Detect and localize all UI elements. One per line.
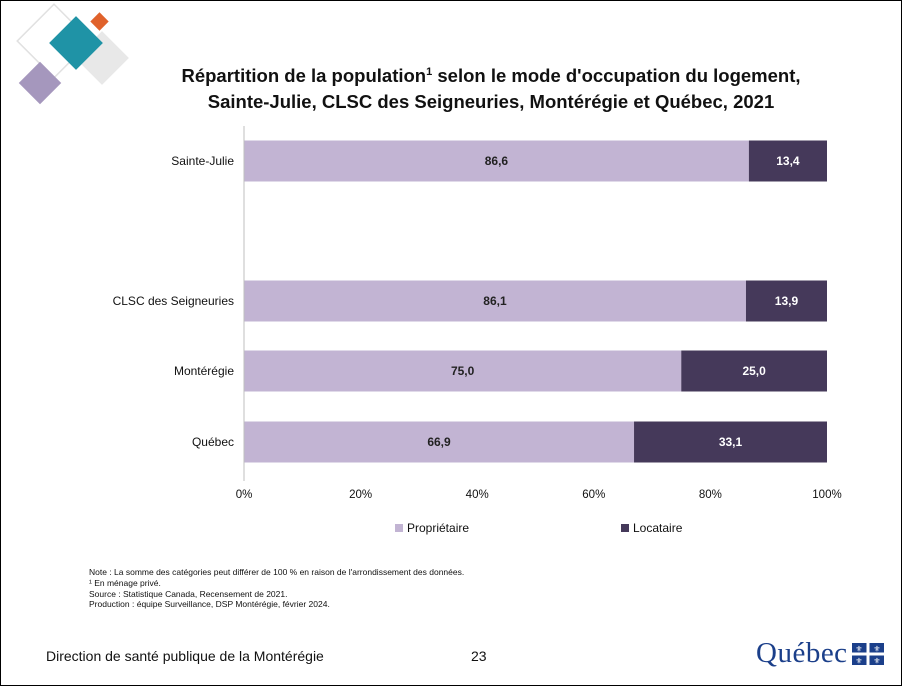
legend-item-locataire: Locataire <box>621 521 682 535</box>
legend-swatch-proprietaire <box>395 524 403 532</box>
chart-title-text-a: Répartition de la population <box>181 65 427 87</box>
note-footnote: ¹ En ménage privé. <box>89 577 161 588</box>
legend-label-locataire: Locataire <box>633 521 683 535</box>
data-label-proprietaire-1: 86,1 <box>483 294 507 308</box>
x-tick-label-0: 0% <box>236 489 253 501</box>
x-tick-label-3: 60% <box>582 489 605 501</box>
legend-label-proprietaire: Propriétaire <box>407 521 470 535</box>
chart-title: Répartition de la population1 selon le m… <box>121 59 861 115</box>
legend-swatch-locataire <box>621 524 629 532</box>
page-number: 23 <box>471 648 487 664</box>
quebec-wordmark: Québec <box>756 637 848 669</box>
chart-title-line1: Répartition de la population1 selon le m… <box>121 59 861 89</box>
bar-locataire-2 <box>681 350 827 392</box>
svg-text:⚜: ⚜ <box>855 656 862 665</box>
data-label-proprietaire-2: 75,0 <box>451 364 475 378</box>
data-label-proprietaire-0: 86,6 <box>485 154 509 168</box>
chart-title-line2: Sainte-Julie, CLSC des Seigneuries, Mont… <box>207 91 775 113</box>
bar-locataire-1 <box>745 280 827 322</box>
svg-text:⚜: ⚜ <box>855 644 862 653</box>
quebec-logo: Québec ⚜ ⚜ ⚜ ⚜ <box>756 637 884 670</box>
legend-item-proprietaire: Propriétaire <box>395 521 469 535</box>
data-label-locataire-1: 13,9 <box>775 294 799 308</box>
quebec-flag-icon: ⚜ ⚜ ⚜ ⚜ <box>851 642 884 665</box>
footer-organization: Direction de santé publique de la Montér… <box>46 648 324 664</box>
deco-diamond-orange <box>90 12 109 31</box>
x-tick-label-1: 20% <box>349 489 372 501</box>
chart-title-footnote-mark: 1 <box>426 66 433 78</box>
chart-title-text-b: selon le mode d'occupation du logement, <box>432 65 801 87</box>
svg-text:⚜: ⚜ <box>873 644 880 653</box>
chart-notes: Note : La somme des catégories peut diff… <box>89 567 464 610</box>
x-tick-label-5: 100% <box>812 489 841 501</box>
bar-proprietaire-2 <box>244 350 682 392</box>
bar-locataire-3 <box>634 421 827 463</box>
note-source: Source : Statistique Canada, Recensement… <box>89 588 288 599</box>
note-rounding: Note : La somme des catégories peut diff… <box>89 567 465 577</box>
category-label-1: CLSC des Seigneuries <box>113 294 234 308</box>
data-label-locataire-3: 33,1 <box>719 435 743 449</box>
x-tick-label-4: 80% <box>699 489 722 501</box>
svg-text:⚜: ⚜ <box>873 656 880 665</box>
data-label-locataire-2: 25,0 <box>742 364 766 378</box>
category-label-2: Montérégie <box>174 364 234 378</box>
bar-proprietaire-0 <box>244 140 749 182</box>
deco-diamond-teal <box>49 16 103 70</box>
bar-proprietaire-3 <box>244 421 635 463</box>
category-label-3: Québec <box>192 435 234 449</box>
data-label-locataire-0: 13,4 <box>776 154 800 168</box>
bar-proprietaire-1 <box>244 280 746 322</box>
category-label-0: Sainte-Julie <box>171 154 234 168</box>
bar-locataire-0 <box>748 140 827 182</box>
note-production: Production : équipe Surveillance, DSP Mo… <box>89 599 330 610</box>
data-label-proprietaire-3: 66,9 <box>427 435 451 449</box>
x-tick-label-2: 40% <box>466 489 489 501</box>
decorative-diamonds <box>16 3 129 105</box>
